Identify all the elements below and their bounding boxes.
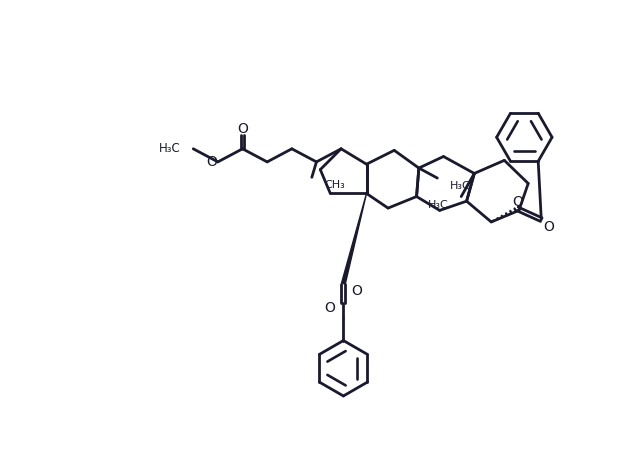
Text: H₃C: H₃C	[159, 142, 180, 155]
Text: CH₃: CH₃	[324, 180, 345, 190]
Text: O: O	[543, 220, 554, 235]
Polygon shape	[342, 194, 367, 284]
Text: O: O	[237, 122, 248, 136]
Text: O: O	[324, 301, 335, 315]
Text: O: O	[206, 155, 217, 169]
Text: O: O	[512, 195, 523, 209]
Text: H₃C: H₃C	[450, 181, 470, 191]
Text: O: O	[351, 284, 362, 298]
Text: H₃C: H₃C	[428, 200, 449, 210]
